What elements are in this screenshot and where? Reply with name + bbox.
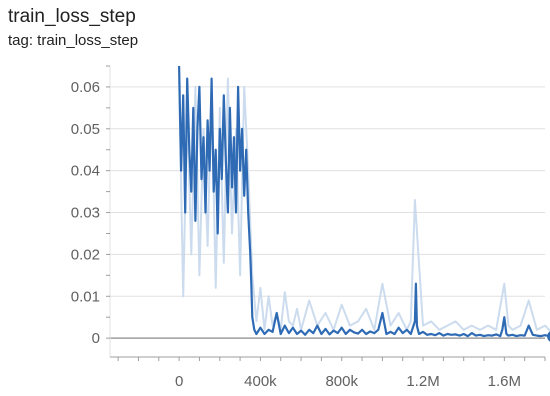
raw-loss-line bbox=[178, 77, 550, 333]
y-tick-label: 0.01 bbox=[71, 288, 100, 305]
y-tick-label: 0 bbox=[92, 330, 100, 347]
grid-lines bbox=[110, 86, 545, 339]
smoothed-loss-line bbox=[178, 65, 550, 338]
chart-tag: tag: train_loss_step bbox=[8, 32, 139, 49]
y-tick-label: 0.03 bbox=[71, 205, 100, 222]
x-tick-label: 800k bbox=[325, 373, 358, 390]
x-tick-label: 400k bbox=[244, 373, 277, 390]
y-tick-label: 0.06 bbox=[71, 79, 100, 96]
y-tick-label: 0.04 bbox=[71, 163, 100, 180]
x-tick-label: 1.6M bbox=[488, 373, 521, 390]
axes bbox=[106, 65, 546, 361]
y-tick-label: 0.05 bbox=[71, 121, 100, 138]
x-tick-labels: 0 400k 800k 1.2M 1.6M bbox=[175, 373, 521, 390]
chart-title: train_loss_step bbox=[8, 6, 136, 27]
y-tick-label: 0.02 bbox=[71, 246, 100, 263]
last-point-marker bbox=[547, 331, 550, 342]
x-tick-label: 0 bbox=[175, 373, 183, 390]
plot-series bbox=[178, 65, 550, 342]
x-tick-label: 1.2M bbox=[406, 373, 439, 390]
y-tick-labels: 0 0.01 0.02 0.03 0.04 0.05 0.06 bbox=[71, 79, 100, 347]
